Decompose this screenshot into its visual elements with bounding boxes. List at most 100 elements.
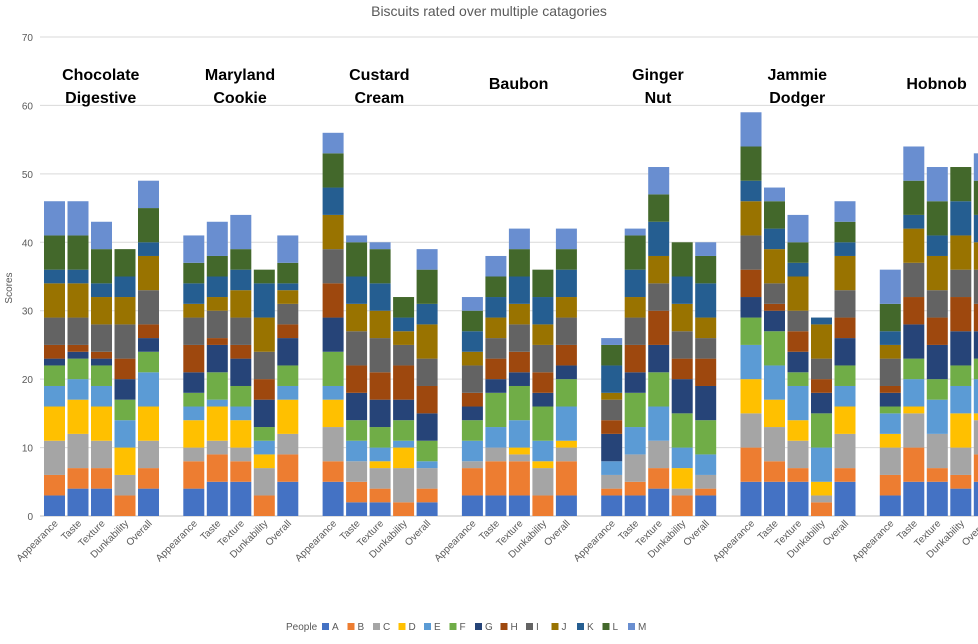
bar-segment-H bbox=[811, 379, 832, 393]
bar-segment-B bbox=[67, 468, 89, 489]
legend-label-M: M bbox=[638, 622, 646, 633]
legend-label-F: F bbox=[460, 622, 466, 633]
legend-swatch-G bbox=[475, 623, 482, 630]
bar-segment-D bbox=[508, 447, 530, 455]
bar-segment-G bbox=[230, 358, 252, 386]
bar-segment-K bbox=[671, 276, 693, 304]
x-category-label: Appearance bbox=[293, 518, 339, 564]
bar-segment-H bbox=[416, 385, 438, 414]
bar-segment-K bbox=[485, 297, 507, 318]
bar-segment-K bbox=[416, 303, 438, 325]
bar-segment-E bbox=[91, 385, 112, 407]
bar-segment-J bbox=[416, 324, 438, 359]
bar-segment-G bbox=[950, 331, 972, 366]
legend-label-J: J bbox=[562, 622, 567, 633]
bar-segment-I bbox=[67, 317, 89, 345]
bar-segment-B bbox=[91, 468, 112, 489]
bar-segment-K bbox=[114, 276, 136, 298]
bar-segment-B bbox=[740, 447, 762, 482]
y-tick-label: 60 bbox=[22, 101, 34, 112]
bar-segment-J bbox=[44, 283, 65, 318]
bar-segment-H bbox=[764, 303, 785, 311]
bar-segment-K bbox=[277, 283, 299, 291]
bar-segment-I bbox=[253, 351, 275, 380]
bar-segment-J bbox=[508, 303, 530, 325]
bar-segment-E bbox=[555, 406, 577, 441]
bar-segment-L bbox=[695, 255, 717, 284]
bar-segment-H bbox=[950, 297, 972, 332]
bar-segment-G bbox=[369, 399, 391, 428]
bar-segment-A bbox=[485, 495, 507, 516]
bar-segment-C bbox=[879, 447, 901, 475]
bar-segment-B bbox=[44, 474, 65, 496]
legend-swatch-B bbox=[347, 623, 355, 630]
bar-segment-J bbox=[183, 303, 205, 318]
bar-segment-E bbox=[624, 427, 646, 455]
bar-segment-B bbox=[764, 461, 785, 482]
bar-segment-I bbox=[44, 317, 65, 345]
bar-segment-A bbox=[67, 488, 89, 516]
group-label: Cream bbox=[354, 90, 404, 107]
bar-segment-E bbox=[44, 385, 65, 407]
bar-segment-K bbox=[532, 297, 554, 325]
bar-segment-E bbox=[787, 385, 809, 421]
bar-segment-C bbox=[740, 413, 762, 448]
bar-segment-M bbox=[277, 235, 299, 263]
legend-swatch-J bbox=[551, 623, 559, 630]
bar-segment-I bbox=[322, 249, 344, 284]
bar-segment-D bbox=[67, 399, 89, 434]
legend-swatch-A bbox=[322, 623, 329, 630]
bar-segment-G bbox=[91, 358, 112, 366]
bar-segment-A bbox=[926, 481, 948, 516]
bar-segment-B bbox=[114, 495, 136, 516]
bar-segment-A bbox=[834, 481, 856, 516]
bar-segment-K bbox=[811, 317, 832, 325]
bar-segment-L bbox=[416, 269, 438, 304]
bar-segment-C bbox=[555, 447, 577, 462]
bar-segment-J bbox=[624, 297, 646, 318]
group-label: Custard bbox=[349, 67, 409, 84]
bar-segment-B bbox=[926, 468, 948, 482]
bar-segment-K bbox=[740, 180, 762, 202]
bar-segment-J bbox=[322, 214, 344, 250]
bar-segment-K bbox=[91, 283, 112, 298]
bar-segment-E bbox=[206, 399, 228, 407]
x-category-label: Overall bbox=[403, 518, 433, 548]
bar-segment-H bbox=[532, 372, 554, 393]
bar-segment-I bbox=[601, 399, 623, 421]
bar-segment-F bbox=[253, 427, 275, 441]
bar-segment-G bbox=[973, 331, 978, 359]
bar-segment-E bbox=[277, 385, 299, 400]
group-label: Hobnob bbox=[906, 76, 967, 93]
bar-segment-K bbox=[253, 283, 275, 318]
bar-segment-D bbox=[369, 461, 391, 469]
legend-swatch-I bbox=[526, 623, 533, 630]
bar-segment-G bbox=[903, 324, 925, 359]
bar-segment-H bbox=[648, 310, 670, 345]
bar-segment-K bbox=[695, 283, 717, 318]
bar-segment-I bbox=[277, 303, 299, 325]
bar-segment-H bbox=[393, 365, 415, 400]
bar-segment-A bbox=[91, 488, 112, 516]
bar-segment-J bbox=[277, 290, 299, 304]
bar-segment-H bbox=[671, 358, 693, 380]
bar-segment-L bbox=[206, 255, 228, 277]
bar-segment-G bbox=[508, 372, 530, 386]
bar-segment-C bbox=[277, 433, 299, 455]
bar-segment-G bbox=[811, 392, 832, 414]
bar-segment-I bbox=[555, 317, 577, 345]
bar-segment-L bbox=[138, 208, 159, 243]
legend-label-D: D bbox=[409, 622, 416, 633]
bar-segment-I bbox=[114, 324, 136, 359]
bar-segment-H bbox=[624, 344, 646, 373]
bar-segment-I bbox=[393, 344, 415, 366]
bar-segment-F bbox=[461, 420, 483, 441]
bar-segment-D bbox=[973, 413, 978, 421]
bar-segment-D bbox=[950, 413, 972, 448]
bar-segment-E bbox=[369, 447, 391, 462]
bar-segment-J bbox=[811, 324, 832, 359]
bar-segment-A bbox=[508, 495, 530, 516]
bar-segment-B bbox=[950, 474, 972, 489]
bar-segment-F bbox=[277, 365, 299, 386]
bar-segment-D bbox=[555, 440, 577, 448]
